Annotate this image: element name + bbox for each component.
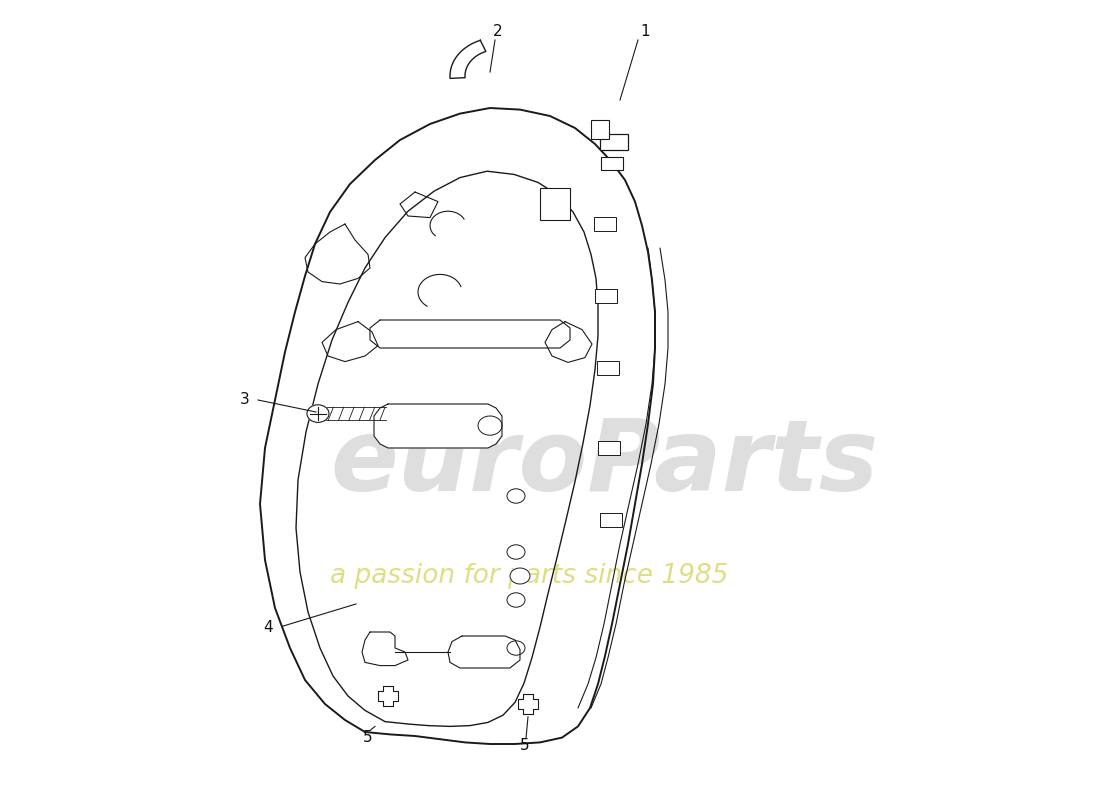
- Polygon shape: [362, 632, 408, 666]
- Circle shape: [507, 489, 525, 503]
- FancyBboxPatch shape: [598, 441, 620, 455]
- Text: euroParts: euroParts: [330, 415, 878, 513]
- FancyBboxPatch shape: [591, 120, 609, 139]
- Polygon shape: [378, 686, 397, 706]
- Polygon shape: [374, 404, 502, 448]
- Polygon shape: [322, 322, 378, 362]
- Circle shape: [507, 593, 525, 607]
- Text: 1: 1: [640, 25, 650, 39]
- Text: 5: 5: [363, 730, 373, 745]
- FancyBboxPatch shape: [600, 513, 621, 527]
- Circle shape: [478, 416, 502, 435]
- Text: 2: 2: [493, 25, 503, 39]
- FancyBboxPatch shape: [540, 188, 570, 220]
- Polygon shape: [544, 322, 592, 362]
- Polygon shape: [400, 192, 438, 218]
- Polygon shape: [448, 636, 520, 668]
- Text: a passion for parts since 1985: a passion for parts since 1985: [330, 563, 728, 589]
- Text: 3: 3: [240, 393, 250, 407]
- Circle shape: [507, 545, 525, 559]
- FancyBboxPatch shape: [595, 289, 617, 303]
- Polygon shape: [370, 320, 570, 348]
- Circle shape: [510, 568, 530, 584]
- FancyBboxPatch shape: [600, 134, 628, 150]
- Ellipse shape: [307, 405, 329, 422]
- FancyBboxPatch shape: [601, 157, 623, 170]
- Circle shape: [507, 641, 525, 655]
- Text: 4: 4: [263, 621, 273, 635]
- Polygon shape: [305, 224, 370, 284]
- FancyBboxPatch shape: [594, 217, 616, 231]
- FancyBboxPatch shape: [596, 361, 618, 375]
- Polygon shape: [518, 694, 538, 714]
- Text: 5: 5: [520, 738, 530, 753]
